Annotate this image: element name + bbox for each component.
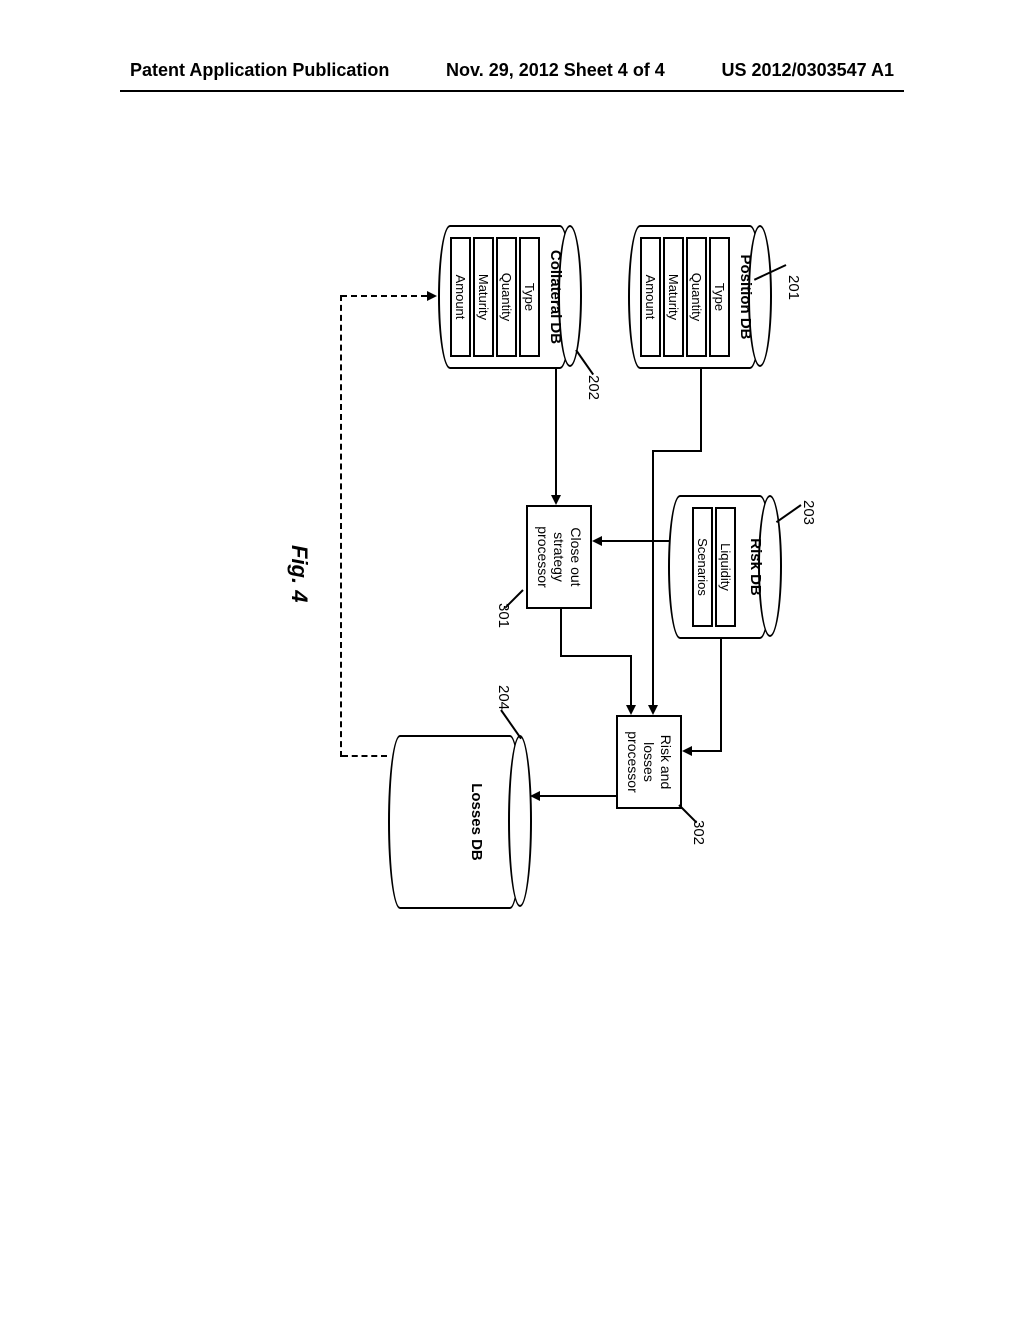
collateral-db-fields: Type Quantity Maturity Amount — [448, 227, 542, 367]
risklosses-line2: losses — [641, 742, 658, 782]
closeout-line1: Close out — [567, 527, 584, 586]
ref-202: 202 — [585, 375, 602, 400]
arrow-pos-risk-v — [652, 450, 702, 452]
leader-202 — [575, 349, 594, 375]
dashed-feedback-v2 — [341, 295, 427, 297]
arrow-closeout-riskproc-h — [560, 607, 562, 657]
field: Type — [519, 237, 540, 357]
leader-203 — [776, 504, 802, 523]
header-divider — [120, 90, 904, 92]
leader-302 — [678, 804, 697, 823]
arrow-head-feedback — [427, 291, 437, 301]
arrow-head-closeout-riskproc — [626, 705, 636, 715]
risk-db-fields: Liquidity Scenarios — [690, 497, 738, 637]
dashed-feedback-h — [340, 295, 342, 757]
field: Maturity — [663, 237, 684, 357]
arrow-coll-closeout — [555, 367, 557, 497]
arrow-riskproc-lossesdb — [537, 795, 617, 797]
field: Quantity — [686, 237, 707, 357]
field: Liquidity — [715, 507, 736, 627]
figure-label: Fig. 4 — [286, 545, 312, 602]
field: Quantity — [496, 237, 517, 357]
risklosses-processor: Risk and losses processor — [616, 715, 682, 809]
field: Amount — [640, 237, 661, 357]
arrow-riskdb-closeout — [600, 540, 670, 542]
ref-201: 201 — [785, 275, 802, 300]
collateral-db: Collateral DB Type Quantity Maturity Amo… — [438, 225, 572, 369]
ref-203: 203 — [800, 500, 817, 525]
losses-db-title: Losses DB — [468, 737, 485, 907]
arrow-head-riskproc-lossesdb — [530, 791, 540, 801]
losses-db: Losses DB — [388, 735, 522, 909]
arrow-riskdb-riskproc-h — [720, 637, 722, 752]
risklosses-line1: Risk and — [657, 735, 674, 789]
position-db: Position DB Type Quantity Maturity Amoun… — [628, 225, 762, 369]
arrow-closeout-riskproc-h2 — [630, 655, 632, 707]
risk-db-title: Risk DB — [747, 497, 764, 637]
ref-302: 302 — [690, 820, 707, 845]
dashed-feedback-v1 — [342, 755, 387, 757]
field: Amount — [450, 237, 471, 357]
closeout-line2: strategy — [551, 532, 568, 582]
arrow-head-pos-risk — [648, 705, 658, 715]
closeout-line3: processor — [534, 526, 551, 587]
ref-204: 204 — [495, 685, 512, 710]
diagram: Position DB Type Quantity Maturity Amoun… — [262, 195, 762, 945]
arrow-closeout-riskproc-v — [560, 655, 632, 657]
position-db-title: Position DB — [737, 227, 754, 367]
header-center: Nov. 29, 2012 Sheet 4 of 4 — [446, 60, 665, 81]
arrow-head-coll-closeout — [551, 495, 561, 505]
risklosses-line3: processor — [624, 731, 641, 792]
position-db-fields: Type Quantity Maturity Amount — [638, 227, 732, 367]
header-right: US 2012/0303547 A1 — [722, 60, 894, 81]
arrow-pos-risk — [700, 367, 702, 452]
field: Scenarios — [692, 507, 713, 627]
arrow-pos-risk-h2 — [652, 450, 654, 710]
page-header: Patent Application Publication Nov. 29, … — [0, 60, 1024, 81]
risk-db: Risk DB Liquidity Scenarios — [668, 495, 772, 639]
arrow-head-riskdb-riskproc — [682, 746, 692, 756]
header-left: Patent Application Publication — [130, 60, 389, 81]
collateral-db-title: Collateral DB — [547, 227, 564, 367]
field: Maturity — [473, 237, 494, 357]
closeout-processor: Close out strategy processor — [526, 505, 592, 609]
field: Type — [709, 237, 730, 357]
arrow-head-riskdb-closeout — [592, 536, 602, 546]
leader-301 — [505, 589, 524, 608]
arrow-riskdb-riskproc-v — [690, 750, 722, 752]
